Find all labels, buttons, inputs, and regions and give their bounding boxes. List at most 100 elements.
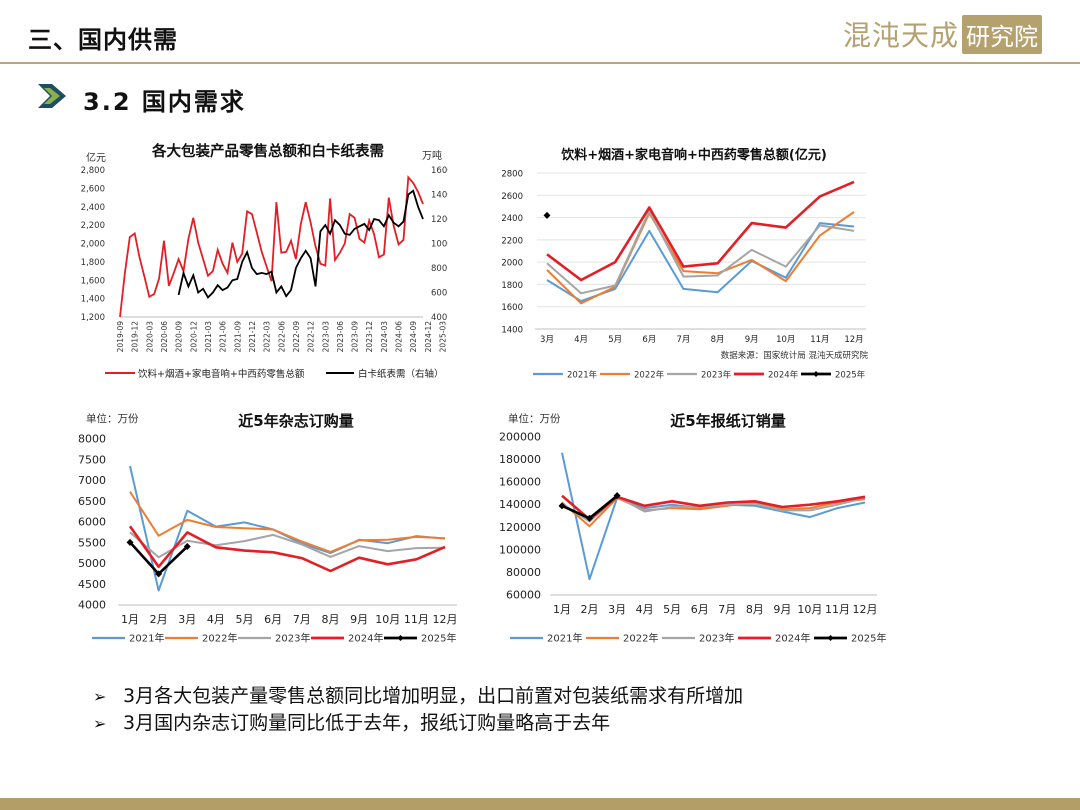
legend-label: 2024年 [775, 632, 810, 645]
legend-label: 2022年 [202, 632, 237, 645]
x-tick-label: 11月 [825, 603, 850, 616]
x-tick-label: 2月 [150, 613, 168, 626]
y2-tick-label: 400 [431, 313, 447, 323]
x-tick-label: 2021-09 [233, 321, 242, 353]
x-tick-label: 2019-12 [131, 321, 140, 353]
bullet-item: ➢ 3月各大包装产量零售总额同比增加明显，出口前置对包装纸需求有所增加 [93, 683, 743, 710]
x-tick-label: 2020-12 [189, 321, 198, 353]
x-tick-label: 9月 [745, 335, 759, 345]
left-axis-unit: 亿元 [86, 151, 106, 164]
y-tick-label: 7000 [78, 474, 106, 487]
x-tick-label: 12月 [844, 335, 863, 345]
y2-tick-label: 800 [431, 264, 447, 274]
x-tick-label: 2021-03 [204, 321, 213, 353]
y-tick-label: 6000 [78, 516, 106, 529]
data-source: 数据来源：国家统计局 混沌天成研究院 [721, 350, 869, 361]
legend-marker [813, 371, 819, 377]
x-tick-label: 2025-03 [439, 321, 448, 353]
legend-label: 2023年 [699, 632, 734, 645]
x-tick-label: 11月 [404, 613, 429, 626]
x-tick-label: 2020-09 [175, 321, 184, 353]
x-tick-label: 2024-09 [409, 321, 418, 353]
y-tick-label: 1600 [501, 303, 523, 313]
x-tick-label: 5月 [663, 603, 681, 616]
y-tick-label: 1400 [501, 326, 523, 336]
x-tick-label: 1月 [553, 603, 571, 616]
legend-label: 2025年 [835, 370, 866, 381]
arrow-bullet-icon: ➢ [93, 714, 107, 733]
y-tick-label: 2,600 [81, 184, 105, 194]
x-tick-label: 4月 [636, 603, 654, 616]
x-tick-label: 6月 [691, 603, 709, 616]
series-line-2022年 [546, 211, 855, 305]
x-tick-label: 2022-06 [277, 321, 286, 353]
bullet-text: 3月国内杂志订购量同比低于去年，报纸订购量略高于去年 [123, 712, 611, 734]
y-tick-label: 5000 [78, 557, 106, 570]
summary-bullets: ➢ 3月各大包装产量零售总额同比增加明显，出口前置对包装纸需求有所增加 ➢ 3月… [93, 683, 743, 737]
x-tick-label: 8月 [711, 335, 725, 345]
legend-label: 2021年 [129, 632, 164, 645]
x-tick-label: 2022-09 [292, 321, 301, 353]
x-tick-label: 6月 [264, 613, 282, 626]
x-tick-label: 9月 [350, 613, 368, 626]
x-tick-label: 2020-03 [145, 321, 154, 353]
legend-label: 饮料+烟酒+家电音响+中西药零售总额 [138, 368, 305, 380]
x-tick-label: 10月 [776, 335, 795, 345]
x-tick-label: 9月 [773, 603, 791, 616]
x-tick-label: 2月 [581, 603, 599, 616]
header-divider [0, 62, 1080, 64]
chart-packaging-retail-vs-paperboard: 1,200 1,400 1,600 1,800 2,000 2,200 2,400 2,600… [81, 142, 448, 380]
x-tick-label: 2024-03 [380, 321, 389, 353]
y-tick-label: 2200 [501, 236, 523, 246]
y2-tick-label: 600 [431, 289, 447, 299]
legend-label: 2025年 [851, 632, 886, 645]
series-marker [613, 492, 621, 500]
logo-text: 混沌天成 [843, 19, 960, 52]
x-tick-label: 12月 [433, 613, 458, 626]
series-marker [183, 542, 191, 550]
x-tick-label: 10月 [375, 613, 400, 626]
y-tick-label: 60000 [506, 589, 541, 602]
series-marker [126, 538, 134, 546]
x-tick-label: 2024-12 [424, 321, 433, 353]
y-tick-label: 4000 [78, 599, 106, 612]
x-tick-label: 11月 [810, 335, 829, 345]
legend-label: 2025年 [421, 632, 456, 645]
legend-label: 2023年 [275, 632, 310, 645]
series-marker [586, 514, 594, 522]
chart-title: 饮料+烟酒+家电音响+中西药零售总额(亿元) [560, 147, 827, 163]
x-tick-label: 7月 [676, 335, 690, 345]
y2-tick-label: 1600 [431, 166, 448, 176]
right-axis-unit: 万吨 [422, 149, 442, 162]
x-tick-label: 2021-06 [219, 321, 228, 353]
x-tick-label: 2023-09 [351, 321, 360, 353]
x-tick-label: 7月 [718, 603, 736, 616]
y-tick-label: 8000 [78, 433, 106, 446]
x-tick-label: 2022-03 [263, 321, 272, 353]
series-line-2022年 [129, 491, 446, 553]
y-tick-label: 100000 [499, 543, 541, 556]
legend-label: 2022年 [634, 370, 665, 381]
x-tick-label: 5月 [608, 335, 622, 345]
x-tick-label: 10月 [797, 603, 822, 616]
x-tick-label: 2023-06 [336, 321, 345, 353]
y-tick-label: 1,800 [81, 258, 105, 268]
y-tick-label: 2600 [501, 192, 523, 202]
chart-title: 各大包装产品零售总额和白卡纸表需 [151, 142, 384, 160]
x-tick-label: 4月 [207, 613, 225, 626]
unit-label: 单位：万份 [508, 412, 561, 425]
legend-label: 白卡纸表需（右轴） [358, 368, 444, 380]
series-line-2022年 [561, 496, 866, 528]
legend-label: 2021年 [567, 370, 598, 381]
y-tick-label: 120000 [499, 521, 541, 534]
series-line-retail [119, 175, 424, 318]
brand-logo: 混沌天成 研究院 [843, 14, 1043, 54]
y-tick-label: 4500 [78, 578, 106, 591]
x-tick-label: 6月 [642, 335, 656, 345]
legend-label: 2024年 [348, 632, 383, 645]
chevron-right-icon [38, 84, 66, 108]
x-tick-label: 2022-12 [307, 321, 316, 353]
x-tick-label: 2021-12 [248, 321, 257, 353]
legend-label: 2024年 [768, 370, 799, 381]
unit-label: 单位：万份 [86, 412, 139, 425]
